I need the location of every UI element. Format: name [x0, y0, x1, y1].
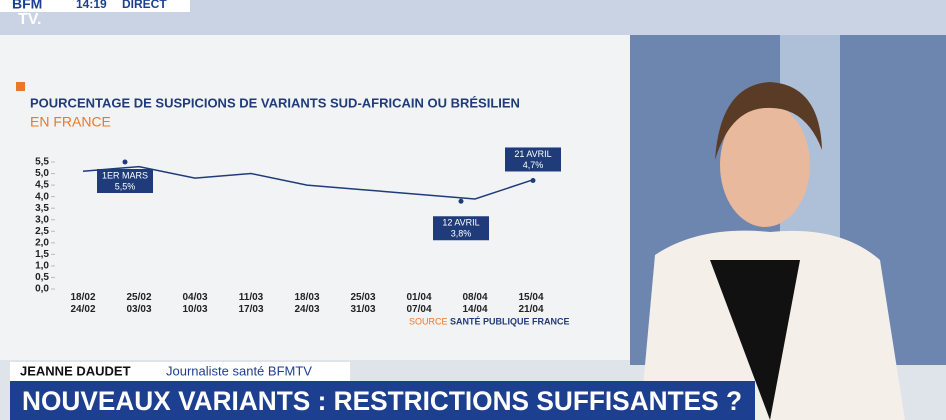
x-tick-label: 25/03 31/03	[350, 292, 376, 315]
role: Journaliste santé BFMTV	[166, 363, 312, 378]
line	[82, 165, 532, 200]
logo-top: BFM	[12, 0, 42, 12]
y-tick-label: 2,5	[35, 226, 49, 237]
y-tick-label: 3,5	[35, 203, 49, 214]
annotation-label: 21 AVRIL	[514, 149, 551, 159]
annotation-point	[122, 159, 128, 165]
chart-panel	[0, 35, 630, 360]
y-tick-label: 4,5	[35, 180, 49, 191]
x-tick-label: 25/02 03/03	[126, 292, 152, 315]
name-strip	[10, 362, 350, 381]
hair	[715, 82, 822, 160]
x-tick-label: 11/03 17/03	[238, 292, 264, 315]
x-tick-label: 04/03 10/03	[182, 292, 208, 315]
annotation-point	[530, 177, 536, 183]
bullet	[16, 82, 25, 91]
y-tick-label: 4,0	[35, 191, 49, 202]
x-tick-label: 18/02 24/02	[70, 292, 96, 315]
annotation-value: 5,5%	[115, 181, 136, 191]
y-tick-label: 2,0	[35, 237, 49, 248]
top	[710, 260, 800, 420]
logo-bottom: TV.	[18, 11, 41, 28]
chart-title: POURCENTAGE DE SUSPICIONS DE VARIANTS SU…	[30, 95, 520, 110]
live-strip	[0, 0, 190, 12]
face	[720, 103, 810, 227]
headline-bar	[10, 381, 755, 420]
headline: NOUVEAUX VARIANTS : RESTRICTIONS SUFFISA…	[22, 386, 742, 416]
x-tick-label: 08/04 14/04	[462, 292, 488, 315]
y-tick-label: 1,5	[35, 249, 49, 260]
y-tick-label: 5,5	[35, 157, 49, 168]
annotation-value: 3,8%	[451, 229, 472, 239]
chart-subtitle: EN FRANCE	[30, 114, 111, 130]
y-tick-label: 3,0	[35, 214, 49, 225]
name: JEANNE DAUDET	[20, 363, 131, 378]
live: DIRECT	[122, 0, 167, 11]
annotation-label: 12 AVRIL	[442, 218, 479, 228]
x-tick-label: 18/03 24/03	[294, 292, 320, 315]
source-prefix: SOURCE	[409, 316, 448, 326]
clock: 14:19	[76, 0, 107, 11]
annotation-label: 1ER MARS	[102, 170, 148, 180]
annotation-box	[97, 169, 153, 193]
y-tick-label: 5,0	[35, 168, 49, 179]
y-tick-label: 0,0	[35, 284, 49, 295]
annotation-box	[505, 147, 561, 172]
y-tick-label: 0,5	[35, 272, 49, 283]
x-tick-label: 01/04 07/04	[406, 292, 432, 315]
x-tick-label: 15/04 21/04	[518, 292, 544, 315]
annotation-point	[458, 198, 464, 204]
annotation-value: 4,7%	[523, 160, 544, 170]
annotation-box	[433, 216, 489, 241]
y-tick-label: 1,0	[35, 261, 49, 272]
source: SANTÉ PUBLIQUE FRANCE	[450, 316, 570, 326]
